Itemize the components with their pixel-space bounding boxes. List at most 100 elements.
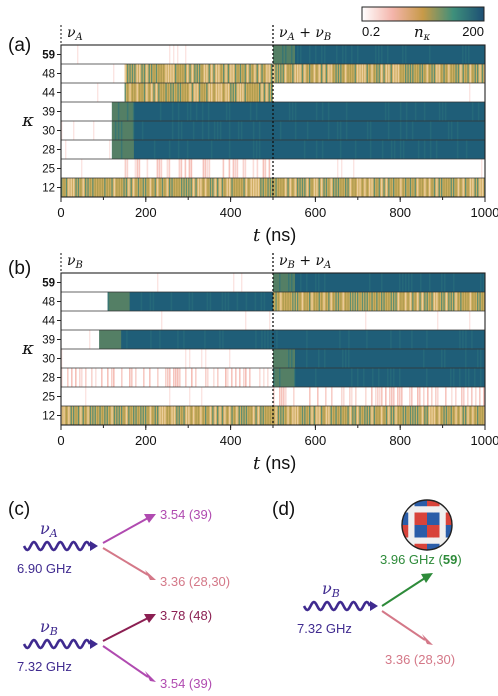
c-lower-arrow-39-head-icon [145,671,156,682]
mode-profile-icon [401,499,453,551]
heatmap-cell-28-0 [65,140,111,159]
kappa-label-59: 59 [42,50,55,62]
panel-c-label: (c) [8,499,30,520]
d-out-59: 3.96 GHz (59) [380,552,462,567]
kappa-label-48: 48 [42,69,55,81]
heatmap-row-25: 25 [42,158,485,178]
heatmap-cell-12-1 [273,406,486,425]
c-lower-out-48: 3.78 (48) [160,608,212,623]
heatmap-row-25: 25 [42,386,485,406]
c-lower-arrow-39 [102,645,149,678]
heatmap-cell-28-1 [273,368,485,387]
c-lower-nu-sub: B [49,625,58,638]
heatmap-cell-59-0 [77,45,187,64]
heatmap-cell-44-2 [469,83,471,102]
c-upper-nu-symbol: ν [40,519,50,538]
kappa-label-28: 28 [42,373,55,385]
colorbar-gradient [361,6,485,22]
kappa-label-25: 25 [42,392,55,404]
kappa-label-48: 48 [42,297,55,309]
d-wave-arrowhead-icon [370,601,378,611]
panel-b-label: (b) [8,258,31,279]
x-tick-label: 600 [305,433,327,448]
heatmap-cell-44-0 [97,83,99,102]
d-wave-icon [302,600,372,612]
heatmap-cell-12-0 [61,406,274,425]
heatmap-cell-48-2 [273,64,486,83]
heatmap-cell-48-0 [113,64,115,83]
heatmap-cell-28-1 [111,140,485,159]
c-upper-out-39: 3.54 (39) [160,507,212,522]
d-nu-symbol: ν [322,579,332,598]
x-tick-label: 400 [220,205,242,220]
c-upper-arrow-39 [102,517,149,544]
heatmap-row-59: 59 [42,273,485,292]
heatmap-cell-39-1 [111,102,485,121]
x-tick-label: 200 [135,205,157,220]
c-lower-wave-icon [22,638,92,650]
c-upper-wave-arrowhead-icon [90,541,98,551]
diagram-d: 3.96 GHz (59) νB 7.32 GHz 3.36 (28,30) [297,499,462,667]
heatmap-cell-48-2 [273,292,486,311]
c-lower-freq: 7.32 GHz [17,659,72,674]
heatmap-row-30: 30 [42,348,485,368]
colorbar-max-label: 200 [462,24,484,39]
heatmap-cell-25-1 [124,159,271,178]
y-axis-label: κ [21,110,34,131]
panel-d-label: (d) [272,499,295,520]
region-label-second: νA + νB [279,25,331,43]
c-upper-arrow-39-head-icon [144,514,156,523]
heatmap-row-39: 39 [42,101,485,121]
x-axis-label: t (ns) [253,453,296,474]
kappa-label-28: 28 [42,145,55,157]
heatmap-row-12: 12 [42,177,486,197]
colorbar: 0.2 200 nκ [361,6,485,43]
x-tick-label: 1000 [471,205,498,220]
x-tick-label: 400 [220,433,242,448]
heatmap-row-44: 44 [42,310,485,330]
heatmap-cell-12-0 [61,178,274,197]
x-tick-label: 1000 [471,433,498,448]
heatmap-row-44: 44 [42,82,485,102]
c-lower-nu-symbol: ν [40,617,50,636]
kappa-label-30: 30 [42,126,55,138]
c-upper-nu: νA [40,519,58,540]
d-out-28-30: 3.36 (28,30) [385,652,455,667]
kappa-label-25: 25 [42,164,55,176]
heatmap-cell-39-0 [89,330,91,349]
heatmap-cell-30-0 [61,349,231,368]
x-tick-label: 0 [57,205,64,220]
heatmap-cell-28-0 [61,368,269,387]
heatmap-row-59: 59 [42,45,485,64]
heatmap-row-39: 39 [42,329,485,349]
d-arrow-28-30-head-icon [422,634,433,645]
region-label-first: νB [67,253,83,271]
c-upper-wave-icon [22,540,92,552]
kappa-label-39: 39 [42,107,55,119]
y-axis-label: κ [21,338,34,359]
d-nu-sub: B [331,587,340,600]
d-arrow-59 [381,577,426,607]
d-out-59-post: ) [457,552,461,567]
heatmap-cell-30-1 [111,121,486,140]
x-tick-label: 800 [389,205,411,220]
heatmap-cell-30-0 [61,121,95,140]
heatmap-row-48: 48 [42,291,486,311]
c-lower-wave-arrowhead-icon [90,639,98,649]
region-label-second: νB + νA [279,253,331,271]
c-upper-arrow-28-30-head-icon [145,570,156,580]
d-nu: νB [322,579,340,600]
d-freq: 7.32 GHz [297,621,352,636]
d-out-59-bold: 59 [443,552,457,567]
heatmap-cell-12-1 [273,178,486,197]
x-tick-label: 0 [57,433,64,448]
c-upper-freq: 6.90 GHz [17,561,72,576]
kappa-label-59: 59 [42,278,55,290]
c-upper-out-28-30: 3.36 (28,30) [160,574,230,589]
heatmap-cell-25-1 [273,387,485,406]
heatmap-cell-44-0 [161,311,471,330]
kappa-label-39: 39 [42,335,55,347]
heatmap-row-12: 12 [42,405,486,425]
c-lower-arrow-48-head-icon [144,614,156,623]
heatmap-cell-48-1 [124,64,273,83]
